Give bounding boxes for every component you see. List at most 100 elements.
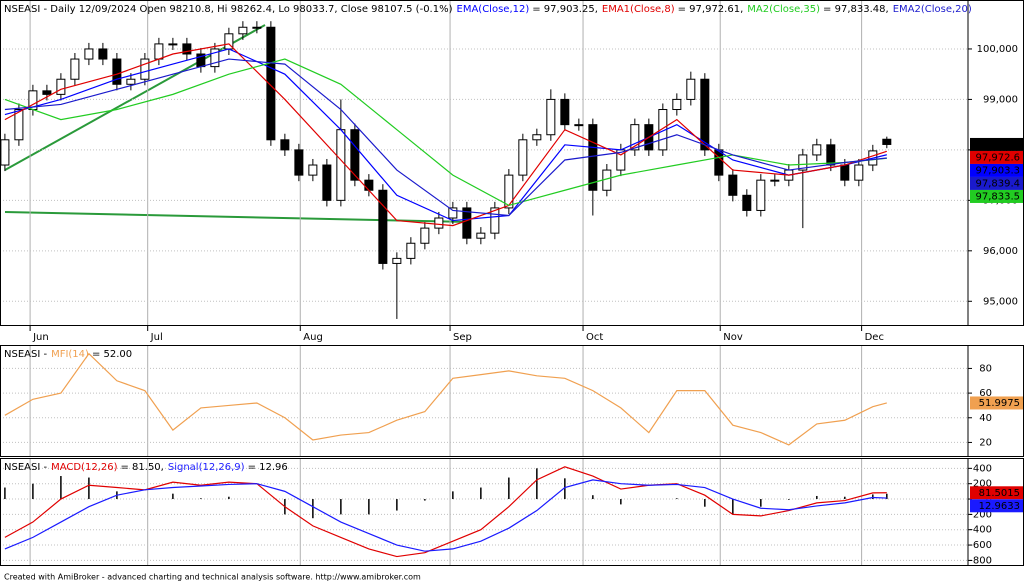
candle-body	[742, 194, 752, 211]
value-tag	[970, 176, 1023, 190]
candle-body	[70, 58, 80, 80]
candle-body	[700, 78, 710, 151]
candle-body	[798, 154, 808, 171]
candle-body	[490, 207, 500, 234]
candle-body	[728, 174, 738, 196]
candle-body	[574, 124, 584, 127]
series-line	[4, 352, 887, 446]
x-tick-label: Jun	[32, 332, 49, 343]
y-tick-label: 60	[979, 388, 992, 399]
candle-body	[420, 227, 430, 244]
candle-body	[462, 207, 472, 239]
y-tick-label: -400	[969, 525, 992, 536]
candle-body	[42, 90, 52, 95]
legend-value: = 52.00	[92, 349, 132, 360]
value-tag-label: 12.9633	[979, 501, 1020, 512]
trend-line	[4, 211, 471, 223]
candle-body	[168, 43, 178, 46]
legend-title: NSEASI -	[4, 349, 47, 360]
legend-value: = 81.50,	[120, 462, 163, 473]
legend-name: MFI(14)	[51, 349, 89, 360]
candle-body	[280, 139, 290, 151]
legend: NSEASI - MACD(12,26) = 81.50, Signal(12,26,…	[4, 462, 288, 473]
candle-body	[336, 129, 346, 201]
value-tag	[970, 486, 1023, 500]
footer: Created with AmiBroker - advanced charti…	[4, 573, 421, 582]
candle-body	[364, 179, 374, 191]
value-tag-label: 97,903.3	[975, 165, 1020, 176]
candle-body	[14, 109, 24, 141]
candle-body	[546, 98, 556, 136]
series-line	[4, 58, 887, 207]
legend-name: MACD(12,26)	[51, 462, 118, 473]
x-tick-label: Oct	[586, 332, 603, 343]
value-tag-label: 81.5015	[979, 488, 1020, 499]
legend-name: MA2(Close,35)	[747, 4, 820, 15]
trend-line	[4, 24, 266, 171]
x-tick-label: Dec	[865, 332, 884, 343]
candle-body	[350, 129, 360, 181]
candle-body	[266, 26, 276, 141]
value-tag	[970, 163, 1023, 177]
candle-body	[392, 257, 402, 264]
candle-body	[182, 43, 192, 55]
legend-value: = 97,833.48,	[823, 4, 889, 15]
value-tag-label: 97,833.5	[975, 191, 1020, 202]
candle-body	[252, 26, 262, 29]
candle-body	[532, 134, 542, 141]
candle-body	[882, 138, 892, 145]
candle-body	[854, 164, 864, 181]
series-line	[4, 58, 887, 217]
value-tag	[970, 396, 1023, 410]
candle-body	[672, 98, 682, 111]
x-tick-label: Sep	[453, 332, 472, 343]
value-tag-label: 97,972.6	[975, 152, 1020, 163]
candle-body	[126, 78, 136, 85]
legend-name: EMA(Close,12)	[457, 4, 530, 15]
candle-body	[434, 217, 444, 229]
legend-name: EMA1(Close,8)	[602, 4, 675, 15]
candle-body	[476, 232, 486, 239]
candle-body	[84, 48, 94, 60]
series-line	[4, 466, 887, 558]
value-tag	[970, 499, 1023, 513]
value-tag-label: 97,839.4	[975, 178, 1020, 189]
candle-body	[238, 26, 248, 35]
y-tick-label: -800	[969, 555, 992, 566]
y-tick-label: -600	[969, 540, 992, 551]
legend: NSEASI - MFI(14) = 52.00	[4, 349, 132, 360]
candle-body	[154, 43, 164, 60]
candle-body	[308, 164, 318, 176]
legend-title: NSEASI - Daily 12/09/2024 Open 98210.8, …	[4, 4, 453, 15]
x-tick-label: Nov	[723, 332, 743, 343]
candle-body	[518, 139, 528, 176]
y-tick-label: -200	[969, 509, 992, 520]
candle-body	[504, 174, 514, 209]
y-tick-label: 40	[979, 413, 992, 424]
legend: NSEASI - Daily 12/09/2024 Open 98210.8, …	[4, 4, 972, 15]
candle-body	[812, 144, 822, 156]
value-tag-label: 98,107.5	[975, 139, 1020, 150]
x-tick-label: Jul	[150, 332, 163, 343]
candle-body	[826, 144, 836, 166]
legend-value: = 97,972.61,	[678, 4, 744, 15]
legend-value: = 97,903.25,	[532, 4, 598, 15]
y-tick-label: 96,000	[983, 246, 1018, 257]
y-tick-label: 80	[979, 363, 992, 374]
legend-name: Signal(12,26,9)	[168, 462, 245, 473]
candle-body	[770, 179, 780, 182]
candle-body	[714, 149, 724, 176]
candle-body	[448, 207, 458, 219]
y-tick-label: 20	[979, 437, 992, 448]
candle-body	[588, 124, 598, 191]
y-tick-label: 400	[973, 463, 992, 474]
candle-body	[840, 164, 850, 181]
legend-title: NSEASI -	[4, 462, 47, 473]
candle-body	[322, 164, 332, 201]
candle-body	[756, 179, 766, 211]
y-tick-label: 200	[973, 479, 992, 490]
y-tick-label: 95,000	[983, 296, 1018, 307]
